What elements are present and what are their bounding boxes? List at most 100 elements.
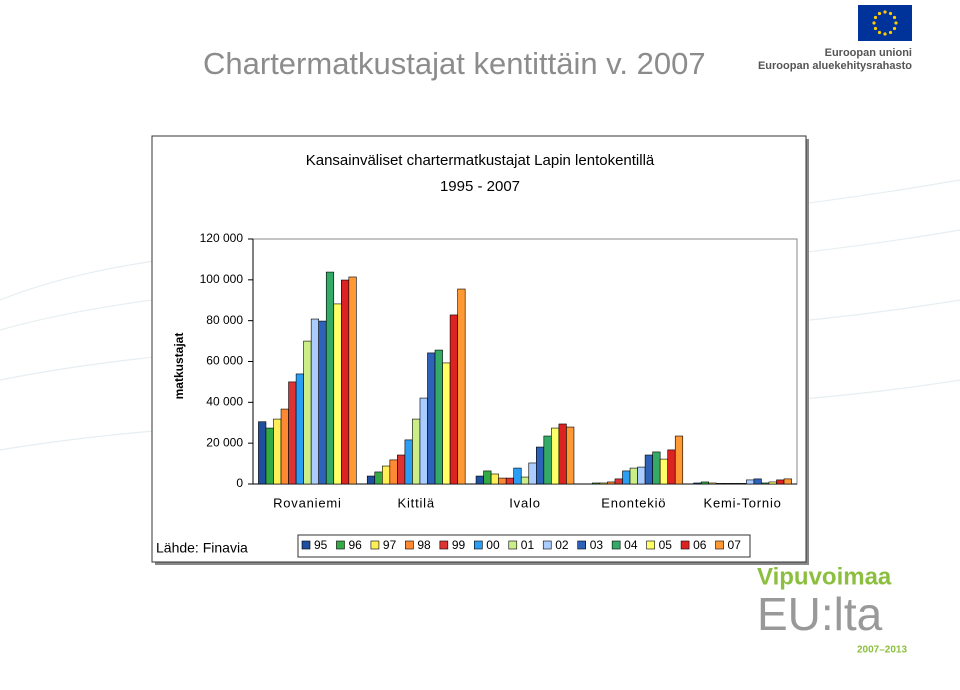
bar	[513, 467, 522, 485]
eu-star	[883, 10, 887, 14]
bar	[738, 483, 747, 485]
legend-swatch	[508, 540, 518, 550]
bar	[652, 451, 661, 485]
chart-title: Kansainväliset chartermatkustajat Lapin …	[306, 152, 655, 169]
bar	[659, 458, 668, 485]
x-tick-label: Kemi-Tornio	[704, 495, 782, 510]
eu-star	[872, 21, 876, 25]
y-tick-label: 120 000	[200, 231, 244, 245]
bar	[382, 465, 391, 485]
legend-box	[297, 534, 751, 558]
bar	[520, 476, 530, 485]
legend-swatch	[680, 540, 690, 550]
bar	[558, 423, 567, 485]
bar	[333, 303, 342, 485]
bar	[700, 481, 710, 485]
legend-label: 00	[486, 538, 500, 552]
y-tick-label: 20 000	[206, 435, 243, 449]
legend-swatch	[611, 540, 621, 550]
legend-label: 04	[624, 538, 638, 552]
bar	[599, 482, 608, 485]
legend-swatch	[715, 540, 724, 550]
bar	[693, 482, 702, 485]
x-tick-label: Ivalo	[509, 495, 540, 510]
eu-star	[888, 11, 893, 16]
chart-subtitle: 1995 - 2007	[440, 178, 520, 195]
bar	[637, 466, 646, 485]
bar	[715, 483, 725, 485]
legend-label: 99	[452, 538, 466, 552]
bar	[397, 454, 406, 485]
legend-label: 02	[555, 538, 569, 552]
x-tick-label: Kittilä	[398, 495, 435, 510]
bar	[535, 446, 545, 485]
bar	[708, 482, 717, 485]
eu-star	[892, 26, 897, 31]
bar	[310, 318, 319, 485]
bar	[753, 478, 762, 485]
eu-name: Euroopan unioni	[825, 47, 912, 59]
x-tick-label: Enontekiö	[601, 495, 666, 510]
legend-swatch	[405, 540, 414, 550]
bar	[412, 418, 421, 485]
bar	[614, 478, 623, 485]
bar	[419, 397, 428, 485]
eu-stars	[872, 10, 898, 36]
eu-star	[877, 30, 882, 35]
bar	[629, 467, 638, 485]
legend-label: 06	[693, 538, 707, 552]
legend-swatch	[370, 540, 380, 550]
slide-title: Chartermatkustajat kentittäin v. 2007	[203, 46, 706, 81]
legend-label: 97	[383, 538, 397, 552]
bar	[674, 435, 684, 485]
bar	[731, 483, 740, 485]
legend-label: 01	[521, 538, 535, 552]
bar	[280, 408, 289, 485]
eu-star	[892, 15, 897, 20]
bar	[528, 462, 537, 485]
legend-swatch	[577, 540, 586, 550]
bar	[776, 479, 785, 485]
legend-label: 95	[314, 538, 328, 552]
bar	[273, 418, 282, 485]
bar	[449, 314, 458, 485]
bar	[288, 381, 297, 485]
eu-star	[877, 11, 882, 16]
bar	[427, 352, 436, 485]
bar	[318, 320, 327, 485]
legend-swatch	[439, 540, 449, 550]
bar	[566, 426, 575, 485]
y-tick-label: 100 000	[200, 272, 244, 286]
legend-swatch	[301, 540, 311, 550]
y-tick-label: 80 000	[206, 313, 243, 327]
bar	[434, 349, 443, 485]
legend-label: 96	[348, 538, 362, 552]
bar	[761, 482, 770, 485]
bar	[551, 427, 560, 485]
legend-label: 98	[417, 538, 431, 552]
bar	[723, 483, 732, 485]
bar	[746, 479, 755, 485]
eu-star	[883, 32, 887, 36]
bar	[490, 473, 499, 485]
bar	[265, 427, 274, 485]
legend-label: 03	[590, 538, 604, 552]
logo-years: 2007–2013	[857, 645, 907, 656]
bar	[505, 477, 515, 485]
legend-swatch	[646, 540, 655, 550]
y-axis-label: matkustajat	[172, 333, 186, 400]
bar	[622, 470, 631, 485]
eu-star	[894, 21, 898, 25]
bar	[340, 279, 350, 485]
y-tick-label: 0	[236, 476, 243, 490]
bar	[295, 373, 304, 485]
bar	[667, 449, 676, 485]
bar	[374, 471, 383, 485]
bar	[644, 454, 653, 485]
logo-line2: EU:lta	[757, 588, 883, 640]
bar	[442, 362, 451, 485]
bar	[483, 470, 492, 485]
bar	[768, 481, 777, 485]
y-tick-label: 60 000	[206, 354, 243, 368]
